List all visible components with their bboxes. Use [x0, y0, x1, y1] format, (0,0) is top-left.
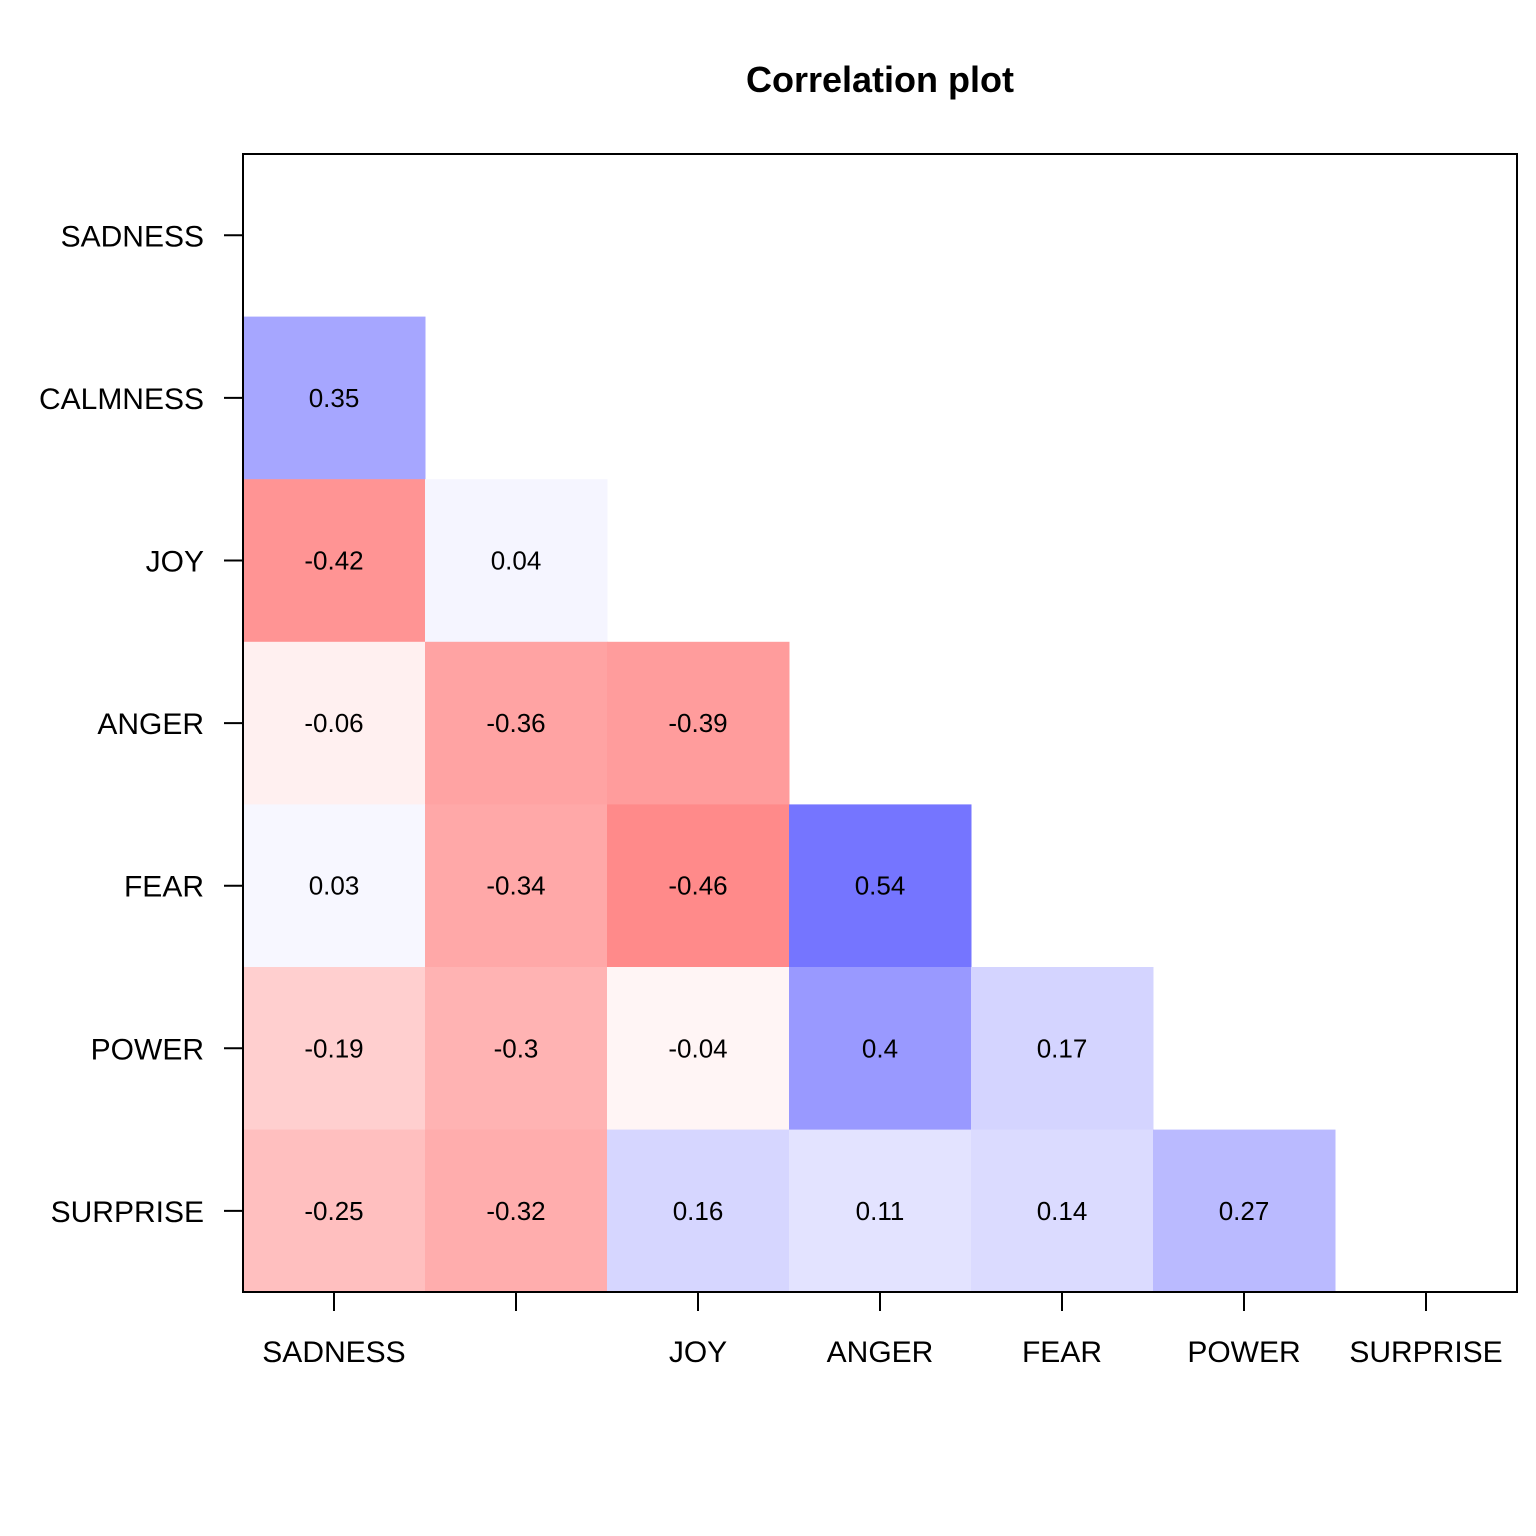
heatmap-cell [789, 967, 972, 1131]
plot-frame [242, 153, 1518, 1293]
heatmap-cell [243, 1129, 426, 1293]
heatmap-cell [1153, 1129, 1336, 1293]
heatmap-cell [607, 967, 790, 1131]
cell-value-label: 0.11 [856, 1196, 905, 1226]
cell-value-label: -0.3 [494, 1033, 539, 1063]
x-tick-label: FEAR [1022, 1336, 1102, 1369]
cell-value-label: -0.34 [486, 871, 545, 901]
heatmap-cell [789, 1129, 972, 1293]
heatmap-cell [425, 967, 608, 1131]
cell-value-label: -0.25 [304, 1196, 363, 1226]
cell-value-label: -0.42 [304, 546, 363, 576]
y-tick-label: CALMNESS [39, 383, 204, 416]
x-tick-label: JOY [669, 1336, 727, 1369]
heatmap-cell [425, 804, 608, 968]
x-tick-label: POWER [1187, 1336, 1300, 1369]
cell-value-label: 0.14 [1037, 1196, 1088, 1226]
cell-value-label: -0.39 [668, 708, 727, 738]
heatmap-cell [243, 479, 426, 643]
heatmap-cell [243, 804, 426, 968]
y-tick-label: SADNESS [61, 220, 204, 253]
heatmap-cell [971, 1129, 1154, 1293]
cell-value-label: 0.4 [862, 1033, 898, 1063]
heatmap-cell [607, 804, 790, 968]
y-tick-label: FEAR [124, 871, 204, 904]
y-tick-label: POWER [91, 1033, 204, 1066]
cell-value-label: 0.16 [673, 1196, 724, 1226]
y-axis: SADNESS CALMNESS JOY ANGER FEAR POWER SURPRISE [39, 220, 243, 1229]
heatmap-cells: 0.35 -0.42 0.04 -0.06 -0.36 -0.39 0.03 -0.34 -0.… [243, 316, 1336, 1293]
heatmap-cell [425, 479, 608, 643]
heatmap-cell [425, 641, 608, 805]
heatmap-cell [607, 1129, 790, 1293]
heatmap-cell [971, 967, 1154, 1131]
chart-title: Correlation plot [746, 59, 1014, 100]
heatmap-cell [243, 641, 426, 805]
x-tick-label: SURPRISE [1349, 1336, 1502, 1369]
y-tick-label: SURPRISE [51, 1196, 204, 1229]
x-tick-label: SADNESS [262, 1336, 405, 1369]
cell-value-label: 0.35 [309, 383, 360, 413]
heatmap-cell [789, 804, 972, 968]
cell-value-label: 0.54 [855, 871, 906, 901]
cell-value-label: -0.36 [486, 708, 545, 738]
cell-value-label: 0.03 [309, 871, 360, 901]
y-tick-label: JOY [146, 546, 204, 579]
cell-value-label: -0.32 [486, 1196, 545, 1226]
cell-value-label: -0.46 [668, 871, 727, 901]
cell-value-label: 0.27 [1219, 1196, 1270, 1226]
heatmap-cell [243, 316, 426, 480]
heatmap-cell [607, 641, 790, 805]
cell-value-label: 0.17 [1037, 1033, 1088, 1063]
cell-value-label: 0.04 [491, 546, 542, 576]
heatmap-cell [243, 967, 426, 1131]
cell-value-label: -0.06 [304, 708, 363, 738]
y-tick-label: ANGER [97, 708, 204, 741]
x-axis: SADNESS JOY ANGER FEAR POWER SURPRISE [262, 1292, 1503, 1369]
heatmap-cell [425, 1129, 608, 1293]
cell-value-label: -0.04 [668, 1033, 727, 1063]
x-tick-label: ANGER [827, 1336, 934, 1369]
cell-value-label: -0.19 [304, 1033, 363, 1063]
